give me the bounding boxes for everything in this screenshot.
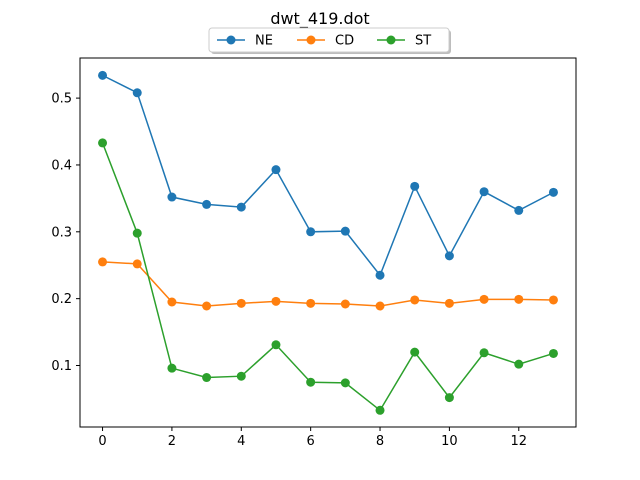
data-point-ne (271, 165, 281, 175)
data-point-cd (514, 294, 524, 304)
legend-marker (226, 35, 236, 45)
data-point-cd (236, 298, 246, 308)
data-point-cd (132, 259, 142, 269)
legend: NE CD ST (208, 27, 451, 54)
data-point-ne (340, 226, 350, 236)
y-tick-label: 0.1 (51, 359, 72, 374)
legend-box (208, 27, 450, 53)
y-axis: 0.1 0.2 0.3 0.4 0.5 (51, 92, 80, 374)
series-st (98, 138, 558, 415)
series-layer (98, 70, 558, 415)
data-point-ne (548, 187, 558, 197)
chart-title: dwt_419.dot (270, 9, 369, 29)
data-point-st (479, 348, 489, 358)
legend-label: NE (255, 34, 273, 49)
data-point-ne (514, 205, 524, 215)
series-ne (98, 70, 558, 280)
data-point-cd (479, 294, 489, 304)
x-tick-label: 8 (376, 434, 384, 449)
x-axis: 0 2 4 6 8 10 12 (98, 427, 527, 449)
data-point-ne (236, 202, 246, 212)
y-tick-label: 0.3 (51, 225, 72, 240)
legend-marker (386, 35, 396, 45)
data-point-st (306, 377, 316, 387)
x-tick-label: 12 (510, 434, 527, 449)
data-point-st (98, 138, 108, 148)
data-point-st (340, 378, 350, 388)
data-point-ne (132, 88, 142, 98)
x-tick-label: 4 (237, 434, 245, 449)
legend-marker (306, 35, 316, 45)
data-point-cd (306, 298, 316, 308)
data-point-st (375, 405, 385, 415)
plot-frame (79, 57, 577, 428)
data-point-ne (306, 227, 316, 237)
series-cd (98, 257, 558, 311)
data-point-cd (444, 298, 454, 308)
plot-area (79, 57, 577, 428)
y-tick-label: 0.4 (51, 158, 72, 173)
legend-label: ST (415, 34, 431, 49)
data-point-st (271, 340, 281, 350)
data-point-st (548, 348, 558, 358)
data-point-ne (375, 270, 385, 280)
series-line-cd (102, 261, 554, 307)
data-point-cd (202, 301, 212, 311)
legend-item-cd: CD (297, 34, 354, 49)
x-tick-label: 2 (168, 434, 176, 449)
data-point-st (514, 359, 524, 369)
x-tick-label: 6 (307, 434, 315, 449)
y-tick-label: 0.5 (51, 92, 72, 107)
data-point-cd (340, 299, 350, 309)
legend-item-ne: NE (217, 34, 273, 49)
data-point-st (202, 373, 212, 383)
series-line-ne (102, 74, 554, 277)
data-point-cd (375, 301, 385, 311)
data-point-ne (444, 251, 454, 261)
data-point-cd (271, 296, 281, 306)
series-line-st (101, 142, 554, 412)
data-point-ne (98, 70, 108, 80)
legend-label: CD (335, 34, 354, 49)
data-point-st (236, 371, 246, 381)
data-point-cd (410, 295, 420, 305)
data-point-cd (98, 257, 108, 267)
data-point-cd (548, 295, 558, 305)
data-point-ne (479, 187, 489, 197)
data-point-ne (202, 199, 212, 209)
legend-item-st: ST (377, 34, 431, 49)
data-point-ne (410, 181, 420, 191)
data-point-ne (167, 192, 177, 202)
data-point-st (167, 363, 177, 373)
data-point-st (410, 347, 420, 357)
data-point-st (444, 393, 454, 403)
data-point-cd (167, 297, 177, 307)
y-tick-label: 0.2 (51, 292, 72, 307)
x-tick-label: 0 (98, 434, 106, 449)
data-point-st (132, 228, 142, 238)
x-tick-label: 10 (441, 434, 458, 449)
